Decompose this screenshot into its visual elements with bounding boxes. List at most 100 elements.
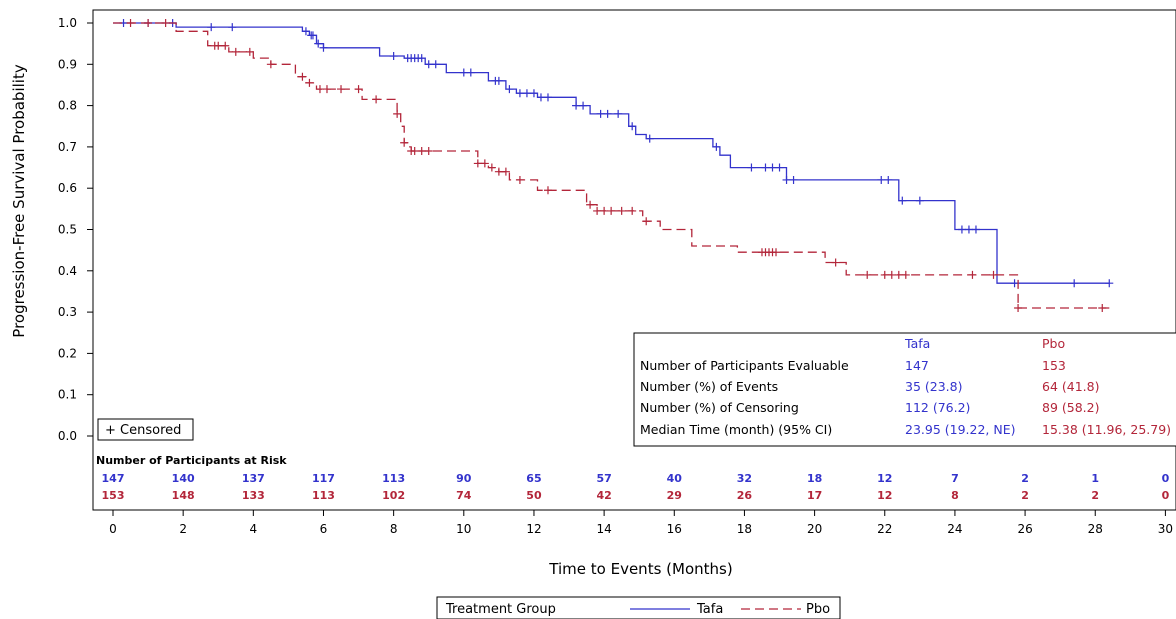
risk-count-tafa: 2: [1021, 472, 1029, 485]
risk-count-pbo: 153: [102, 489, 125, 502]
risk-count-pbo: 26: [737, 489, 753, 502]
censor-mark-tafa: [389, 52, 398, 61]
censor-mark-tafa: [1010, 279, 1019, 288]
censor-mark-pbo: [600, 206, 609, 215]
stats-header-pbo: Pbo: [1042, 336, 1065, 351]
risk-count-pbo: 74: [456, 489, 472, 502]
censor-mark-pbo: [593, 206, 602, 215]
censor-mark-tafa: [747, 163, 756, 172]
risk-count-tafa: 90: [456, 472, 472, 485]
risk-count-pbo: 2: [1091, 489, 1099, 502]
risk-count-tafa: 65: [526, 472, 541, 485]
group-legend-box: [436, 596, 841, 619]
censor-mark-tafa: [628, 122, 637, 131]
censored-legend: + Censored: [97, 418, 194, 441]
censor-mark-tafa: [884, 175, 893, 184]
y-tick-label: 0.2: [58, 346, 77, 360]
series-line-pbo: [113, 22, 1110, 309]
risk-table-title: Number of Participants at Risk: [96, 454, 287, 467]
risk-count-pbo: 133: [242, 489, 265, 502]
risk-count-pbo: 2: [1021, 489, 1029, 502]
stats-row-label: Number (%) of Censoring: [640, 400, 799, 415]
censor-mark-pbo: [628, 206, 637, 215]
censor-mark-pbo: [501, 167, 510, 176]
censor-mark-pbo: [480, 159, 489, 168]
censor-mark-pbo: [354, 85, 363, 94]
series-line-tafa: [113, 22, 1110, 284]
censor-mark-pbo: [887, 270, 896, 279]
censor-mark-tafa: [1070, 279, 1079, 288]
x-tick-label: 10: [456, 522, 471, 536]
risk-count-tafa: 0: [1162, 472, 1170, 485]
stats-row-tafa: 112 (76.2): [905, 400, 970, 415]
risk-count-tafa: 18: [807, 472, 822, 485]
censored-legend-box: [97, 418, 194, 441]
censor-mark-pbo: [298, 72, 307, 81]
censor-mark-pbo: [221, 41, 230, 50]
censor-mark-tafa: [614, 109, 623, 118]
censor-mark-tafa: [964, 225, 973, 234]
censor-mark-pbo: [410, 147, 419, 156]
y-axis: 0.0 0.1 0.2 0.3 0.4 0.5 0.6 0.7 0.8 0.9 1.0: [58, 16, 93, 443]
x-tick-label: 8: [390, 522, 398, 536]
censor-mark-tafa: [308, 31, 317, 40]
risk-count-pbo: 102: [382, 489, 405, 502]
censor-mark-tafa: [915, 196, 924, 205]
risk-count-pbo: 12: [877, 489, 892, 502]
censor-mark-tafa: [579, 101, 588, 110]
censor-mark-tafa: [768, 163, 777, 172]
censor-mark-tafa: [898, 196, 907, 205]
legend-label-pbo: Pbo: [806, 602, 830, 617]
censor-mark-tafa: [466, 68, 475, 77]
censor-mark-tafa: [505, 85, 514, 94]
y-tick-label: 0.5: [58, 223, 77, 237]
censor-mark-pbo: [617, 206, 626, 215]
x-tick-label: 6: [320, 522, 328, 536]
stats-row-tafa: 147: [905, 358, 929, 373]
stats-row-label: Number of Participants Evaluable: [640, 358, 849, 373]
censor-mark-tafa: [536, 93, 545, 102]
censor-mark-pbo: [863, 270, 872, 279]
group-legend: Treatment Group Tafa Pbo: [436, 596, 841, 619]
censor-mark-tafa: [424, 60, 433, 69]
censor-mark-tafa: [417, 54, 426, 63]
risk-count-tafa: 140: [172, 472, 195, 485]
censor-mark-pbo: [607, 206, 616, 215]
y-tick-label: 0.1: [58, 388, 77, 402]
stats-table: Tafa Pbo Number of Participants Evaluabl…: [633, 332, 1176, 447]
y-tick-label: 0.7: [58, 140, 77, 154]
censor-mark-tafa: [761, 163, 770, 172]
censor-mark-pbo: [400, 138, 409, 147]
stats-row-label: Median Time (month) (95% CI): [640, 422, 832, 437]
censor-mark-pbo: [322, 85, 331, 94]
censor-mark-pbo: [894, 270, 903, 279]
censor-mark-pbo: [1014, 303, 1023, 312]
censor-mark-tafa: [572, 101, 581, 110]
censor-mark-pbo: [543, 186, 552, 195]
censor-mark-tafa: [1105, 279, 1114, 288]
censor-mark-tafa: [494, 76, 503, 85]
x-tick-label: 0: [109, 522, 117, 536]
censor-mark-pbo: [337, 85, 346, 94]
censor-mark-tafa: [712, 142, 721, 151]
y-tick-label: 0.8: [58, 99, 77, 113]
risk-table: 1471531401481371331171131131029074655057…: [102, 472, 1170, 502]
risk-count-tafa: 1: [1091, 472, 1099, 485]
censor-mark-tafa: [782, 175, 791, 184]
x-tick-label: 26: [1017, 522, 1032, 536]
censor-mark-tafa: [314, 39, 323, 48]
risk-count-tafa: 40: [667, 472, 683, 485]
censor-mark-pbo: [144, 19, 153, 27]
censor-mark-pbo: [586, 200, 595, 209]
censor-mark-pbo: [968, 270, 977, 279]
censor-mark-pbo: [831, 258, 840, 267]
risk-count-tafa: 117: [312, 472, 335, 485]
y-tick-label: 0.9: [58, 57, 77, 71]
censor-mark-pbo: [515, 175, 524, 184]
censor-mark-tafa: [789, 175, 798, 184]
censor-mark-tafa: [319, 43, 328, 52]
y-tick-label: 1.0: [58, 16, 77, 30]
group-legend-title: Treatment Group: [445, 602, 556, 617]
y-axis-title: Progression-Free Survival Probability: [10, 64, 28, 338]
x-tick-label: 14: [596, 522, 611, 536]
